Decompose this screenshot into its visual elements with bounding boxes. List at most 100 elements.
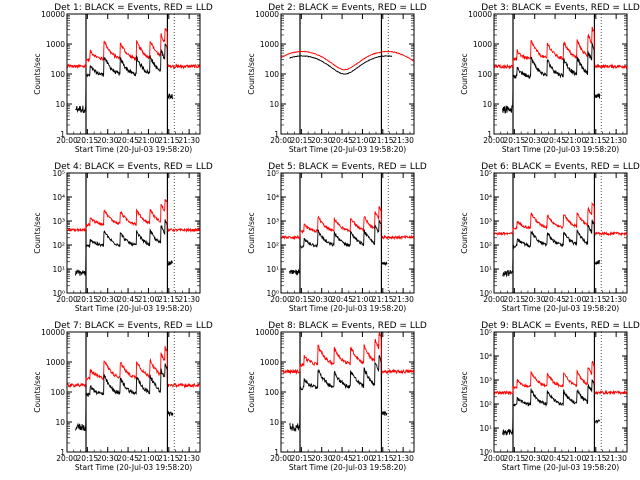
y-tick-label: 10000 xyxy=(468,10,492,19)
x-tick-label: 21:15 xyxy=(158,454,180,463)
x-tick-label: 20:45 xyxy=(117,136,139,145)
chart-panel-7: Det 7: BLACK = Events, RED = LLD 1 10 100 10… xyxy=(33,321,213,472)
y-tick-label: 1 xyxy=(274,130,279,139)
plot-frame xyxy=(493,13,628,135)
chart-panel-1: Det 1: BLACK = Events, RED = LLD 1 10 100 10… xyxy=(33,3,213,154)
x-tick-label: 21:15 xyxy=(158,295,180,304)
x-tick-label: 20:15 xyxy=(504,454,526,463)
x-tick-label: 20:00 xyxy=(56,136,78,145)
x-tick-label: 20:45 xyxy=(544,454,566,463)
plot-frame xyxy=(280,172,415,294)
chart-title: Det 7: BLACK = Events, RED = LLD xyxy=(54,321,213,331)
x-tick-label: 21:00 xyxy=(138,454,160,463)
y-tick-label: 10⁴ xyxy=(479,193,492,202)
y-tick-label: 10⁴ xyxy=(479,352,492,361)
y-tick-label: 10000 xyxy=(255,328,279,337)
chart-panel-8: Det 8: BLACK = Events, RED = LLD 1 10 100 10… xyxy=(247,321,427,472)
chart-title: Det 4: BLACK = Events, RED = LLD xyxy=(54,162,213,172)
x-axis-label: Start Time (20-Jul-03 19:58:20) xyxy=(75,304,192,313)
y-tick-label: 10² xyxy=(479,400,492,409)
y-tick-label: 1 xyxy=(60,448,65,457)
x-tick-label: 20:30 xyxy=(97,295,119,304)
y-tick-label: 10⁵ xyxy=(479,169,492,178)
y-tick-label: 10000 xyxy=(41,328,65,337)
x-tick-label: 21:15 xyxy=(372,454,394,463)
series-line-lld xyxy=(67,345,200,389)
series-line-lld xyxy=(67,199,201,233)
x-tick-label: 21:00 xyxy=(138,295,160,304)
x-tick-label: 21:30 xyxy=(392,136,414,145)
x-tick-label: 21:00 xyxy=(352,295,374,304)
x-axis-label: Start Time (20-Jul-03 19:58:20) xyxy=(289,145,406,154)
x-tick-label: 20:45 xyxy=(331,136,353,145)
y-tick-label: 10⁴ xyxy=(52,193,65,202)
x-tick-label: 20:00 xyxy=(270,295,292,304)
series-line-lld xyxy=(66,27,201,70)
x-tick-label: 20:45 xyxy=(544,136,566,145)
y-axis-label: Counts/sec xyxy=(33,212,42,253)
x-tick-label: 21:30 xyxy=(392,454,414,463)
plot-frame xyxy=(493,172,628,294)
x-axis-label: Start Time (20-Jul-03 19:58:20) xyxy=(75,145,192,154)
series-line-events xyxy=(289,218,388,276)
y-tick-label: 100 xyxy=(265,388,280,397)
chart-panel-6: Det 6: BLACK = Events, RED = LLD 10⁰ 10¹ 10… xyxy=(460,162,640,313)
y-tick-label: 1000 xyxy=(46,358,65,367)
y-tick-label: 1 xyxy=(274,448,279,457)
y-tick-label: 10⁰ xyxy=(266,289,279,298)
y-tick-label: 100 xyxy=(265,70,280,79)
x-tick-label: 20:15 xyxy=(77,295,99,304)
series-line-lld xyxy=(281,331,415,375)
chart-panel-2: Det 2: BLACK = Events, RED = LLD 1 10 100 10… xyxy=(247,3,427,154)
x-tick-label: 21:15 xyxy=(585,295,607,304)
x-tick-label: 21:00 xyxy=(352,454,374,463)
x-tick-label: 20:30 xyxy=(97,136,119,145)
y-axis-label: Counts/sec xyxy=(460,212,469,253)
y-axis-label: Counts/sec xyxy=(460,371,469,412)
x-tick-label: 21:30 xyxy=(392,295,414,304)
y-axis-label: Counts/sec xyxy=(247,212,256,253)
series-line-events xyxy=(502,41,601,114)
x-tick-label: 20:00 xyxy=(270,136,292,145)
x-tick-label: 21:15 xyxy=(372,295,394,304)
y-tick-label: 1000 xyxy=(260,40,279,49)
chart-title: Det 8: BLACK = Events, RED = LLD xyxy=(268,321,427,331)
y-tick-label: 10⁴ xyxy=(266,193,279,202)
chart-panel-5: Det 5: BLACK = Events, RED = LLD 10⁰ 10¹ 10… xyxy=(247,162,427,313)
y-tick-label: 1000 xyxy=(260,358,279,367)
series-line-events xyxy=(75,43,173,114)
x-tick-label: 20:15 xyxy=(77,136,99,145)
x-tick-label: 20:00 xyxy=(483,295,505,304)
y-tick-label: 10² xyxy=(479,241,492,250)
x-tick-label: 20:45 xyxy=(117,295,139,304)
x-tick-label: 20:00 xyxy=(270,454,292,463)
x-tick-label: 20:30 xyxy=(524,454,546,463)
y-tick-label: 10 xyxy=(269,418,279,427)
y-tick-label: 10 xyxy=(55,418,65,427)
x-tick-label: 20:15 xyxy=(291,295,313,304)
x-tick-label: 20:00 xyxy=(483,136,505,145)
x-tick-label: 21:00 xyxy=(565,136,587,145)
x-tick-label: 20:30 xyxy=(311,295,333,304)
y-axis-label: Counts/sec xyxy=(33,371,42,412)
x-tick-label: 20:00 xyxy=(483,454,505,463)
y-tick-label: 10 xyxy=(482,100,492,109)
y-axis-label: Counts/sec xyxy=(33,53,42,94)
x-tick-label: 20:15 xyxy=(291,136,313,145)
chart-panel-3: Det 3: BLACK = Events, RED = LLD 1 10 100 10… xyxy=(460,3,640,154)
series-line-events xyxy=(502,379,601,436)
y-tick-label: 10² xyxy=(266,241,279,250)
y-tick-label: 10¹ xyxy=(52,265,65,274)
chart-title: Det 6: BLACK = Events, RED = LLD xyxy=(481,162,640,172)
y-tick-label: 10¹ xyxy=(479,424,492,433)
x-tick-label: 21:15 xyxy=(372,136,394,145)
y-tick-label: 1000 xyxy=(46,40,65,49)
y-tick-label: 1000 xyxy=(473,40,492,49)
y-tick-label: 10¹ xyxy=(266,265,279,274)
x-tick-label: 21:00 xyxy=(352,136,374,145)
series-line-lld xyxy=(281,50,414,71)
y-axis-label: Counts/sec xyxy=(460,53,469,94)
x-tick-label: 20:30 xyxy=(97,454,119,463)
y-tick-label: 10⁰ xyxy=(479,448,492,457)
x-tick-label: 20:45 xyxy=(117,454,139,463)
